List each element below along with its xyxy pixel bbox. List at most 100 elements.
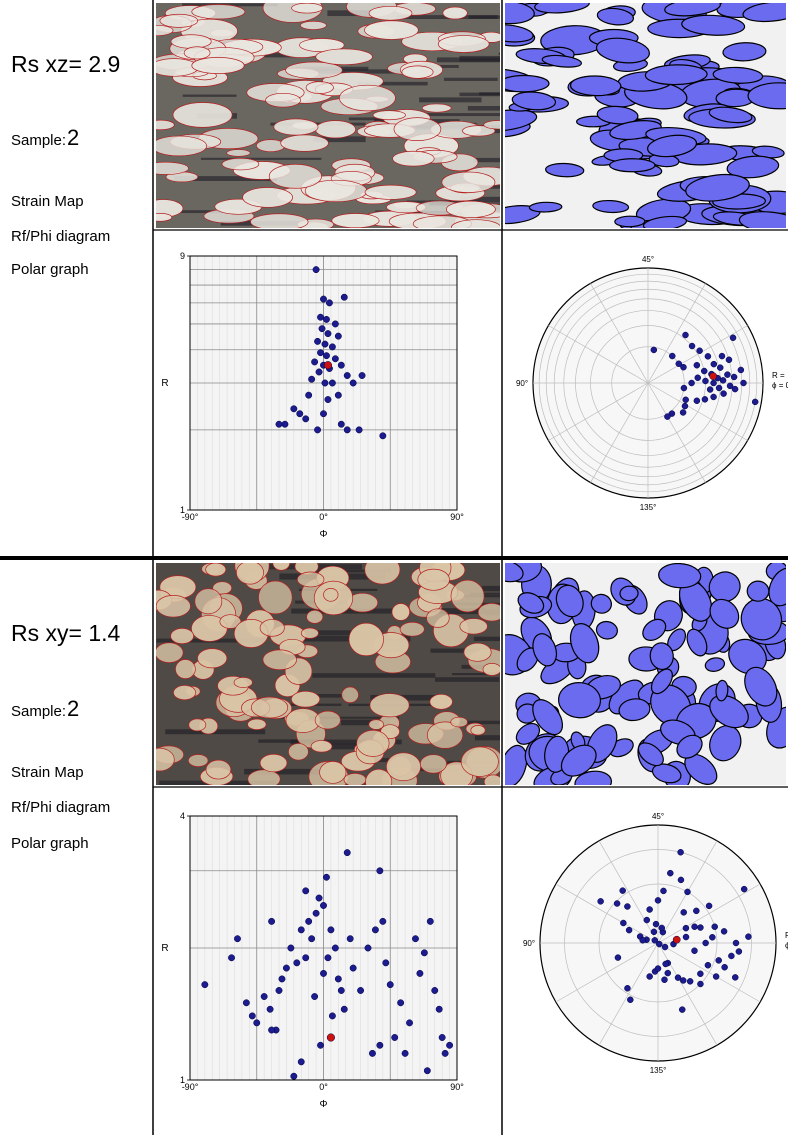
- data-point: [334, 975, 342, 983]
- photo-grain: [356, 729, 390, 757]
- strain-ellipse: [676, 734, 703, 759]
- photo-grain: [296, 571, 325, 588]
- data-point: [312, 909, 320, 917]
- data-point: [416, 969, 424, 977]
- photo-grain: [221, 157, 260, 171]
- data-point: [320, 410, 327, 418]
- menu-item[interactable]: Strain Map: [11, 764, 84, 781]
- photos: [156, 3, 500, 785]
- polar-point: [680, 384, 688, 392]
- polar-point: [720, 390, 727, 397]
- strain-ellipse: [644, 64, 708, 86]
- polar-point: [679, 409, 687, 416]
- menu-item[interactable]: Strain Map: [11, 193, 84, 210]
- photo-grain: [306, 609, 324, 624]
- strain-ellipse: [505, 74, 550, 93]
- strain-ellipse: [664, 3, 721, 17]
- data-point: [420, 949, 428, 957]
- panel-separator: [0, 556, 788, 560]
- photo-streak: [434, 677, 500, 682]
- data-point: [337, 987, 345, 994]
- strain-ellipse: [712, 66, 764, 84]
- polar-point: [646, 973, 653, 980]
- photo-grain: [323, 587, 339, 602]
- strain-ellipse: [708, 571, 741, 603]
- data-point: [328, 1012, 336, 1020]
- photo-streak: [451, 673, 498, 676]
- polar-point: [650, 346, 658, 354]
- photo-grain: [421, 103, 452, 113]
- data-point: [323, 315, 330, 323]
- menu-item[interactable]: Rf/Phi diagram: [11, 228, 110, 245]
- menu-item[interactable]: Rf/Phi diagram: [11, 799, 110, 816]
- photo-grain: [205, 759, 232, 780]
- data-point: [311, 358, 319, 366]
- photo-grain: [183, 46, 211, 60]
- polar-mean-point: [709, 372, 718, 380]
- polar-spoke: [598, 840, 659, 944]
- photo-grain: [368, 5, 413, 21]
- polar-point: [709, 934, 716, 941]
- polar-spoke: [647, 283, 706, 384]
- polar-point: [624, 903, 631, 910]
- x-axis-label: Φ: [320, 1099, 328, 1110]
- polar-point: [682, 933, 690, 941]
- data-point: [314, 426, 322, 434]
- y-tick-label: 1: [180, 1075, 185, 1085]
- photo-streak: [302, 630, 383, 636]
- photo-streak: [258, 739, 324, 743]
- strain-ellipse: [505, 24, 534, 43]
- data-point: [242, 999, 250, 1007]
- strain-ellipse: [532, 633, 558, 667]
- polar-point: [700, 367, 708, 375]
- photo-grain: [445, 200, 496, 218]
- photo-grain: [392, 150, 435, 167]
- data-point: [328, 343, 336, 351]
- photo-grain: [258, 580, 293, 615]
- photo-grain: [247, 718, 267, 731]
- photo-grain: [314, 710, 341, 730]
- strain-ellipse: [637, 742, 664, 767]
- polar-point: [697, 970, 704, 978]
- polar-point: [686, 978, 694, 985]
- data-point: [266, 1005, 274, 1013]
- photo-streak: [410, 113, 500, 117]
- photo-grain: [462, 125, 496, 137]
- data-point: [228, 954, 235, 962]
- angle-label: 45°: [652, 812, 664, 821]
- photo-grain: [365, 768, 393, 785]
- photo-grain: [291, 3, 324, 14]
- data-point: [340, 1005, 348, 1013]
- data-point: [320, 295, 327, 303]
- polar-point: [735, 948, 743, 955]
- photo-grain: [251, 696, 289, 719]
- data-point: [357, 987, 365, 994]
- data-point: [293, 959, 301, 967]
- data-point: [369, 1049, 376, 1057]
- data-point: [323, 873, 330, 881]
- sample-label: Sample:: [11, 132, 66, 149]
- photo-streak: [313, 136, 366, 143]
- photo-grain: [156, 58, 199, 77]
- polar-point: [702, 377, 709, 385]
- polar-point: [620, 919, 627, 927]
- rf-phi-chart: -90° 0° 90° 1 9 R Φ: [161, 251, 464, 540]
- strain-ellipse: [528, 201, 563, 213]
- strain-ellipse: [614, 215, 646, 228]
- polar-point: [693, 361, 701, 369]
- photo-grain: [194, 588, 223, 615]
- photo-streak: [270, 122, 366, 126]
- photo-grain: [450, 579, 485, 613]
- data-point: [317, 313, 324, 321]
- photo-grain: [426, 721, 464, 749]
- data-point: [268, 917, 276, 925]
- polar-point: [661, 976, 668, 983]
- polar-point: [680, 909, 687, 916]
- data-point: [343, 849, 351, 857]
- data-point: [311, 993, 319, 1000]
- data-point: [328, 379, 336, 387]
- menu-item[interactable]: Polar graph: [11, 835, 89, 852]
- polar-point: [694, 374, 701, 382]
- menu-item[interactable]: Polar graph: [11, 261, 89, 278]
- polar-point: [731, 974, 739, 981]
